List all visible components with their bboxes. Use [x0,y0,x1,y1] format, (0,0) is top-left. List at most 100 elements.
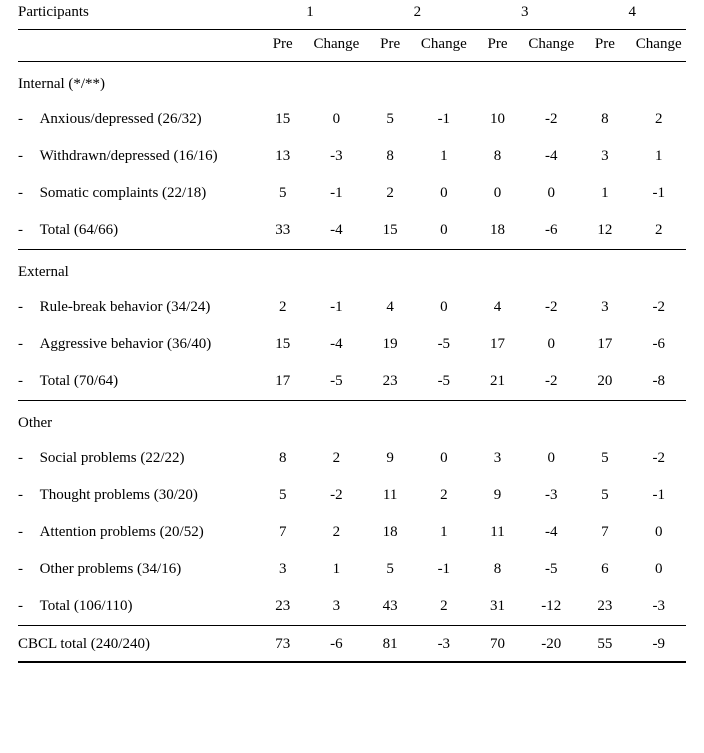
row-label: Thought problems (30/20) [40,477,257,514]
cell-value: 8 [578,101,631,138]
cell-value: 55 [578,626,631,662]
cell-value: 73 [256,626,309,662]
cell-value: 13 [256,138,309,175]
table-row: -Thought problems (30/20)5-21129-35-1 [18,477,686,514]
cell-value: 5 [578,477,631,514]
cell-value: -1 [631,477,686,514]
cell-value: -2 [524,363,578,400]
bullet-dash: - [18,326,40,363]
cell-value: -6 [631,326,686,363]
cell-value: 0 [524,326,578,363]
section-title-row: External [18,250,686,290]
cell-value: 21 [471,363,524,400]
sub-pre-1: Pre [256,30,309,62]
cell-value: 9 [364,440,417,477]
cell-value: 8 [471,551,524,588]
cell-value: 81 [364,626,417,662]
cell-value: 7 [578,514,631,551]
cell-value: 11 [364,477,417,514]
cell-value: 4 [364,289,417,326]
cell-value: 5 [256,175,309,212]
cell-value: 31 [471,588,524,625]
cell-value: 2 [417,588,471,625]
grand-total-row: CBCL total (240/240)73-681-370-2055-9 [18,626,686,662]
bullet-dash: - [18,514,40,551]
bullet-dash: - [18,175,40,212]
cell-value: -2 [631,289,686,326]
group-2-header: 2 [364,2,471,29]
cell-value: 23 [364,363,417,400]
cell-value: 9 [471,477,524,514]
rule-bottom [18,661,686,662]
table-row: -Other problems (34/16)315-18-560 [18,551,686,588]
cell-value: -2 [309,477,363,514]
cell-value: 2 [631,212,686,249]
cell-value: -1 [631,175,686,212]
sub-change-2: Change [417,30,471,62]
bullet-dash: - [18,477,40,514]
cell-value: 18 [471,212,524,249]
cell-value: 0 [631,514,686,551]
section-title-row: Other [18,401,686,441]
group-4-header: 4 [578,2,686,29]
cell-value: -5 [417,363,471,400]
cell-value: 8 [364,138,417,175]
cell-value: 12 [578,212,631,249]
cell-value: -4 [309,326,363,363]
row-label: Rule-break behavior (34/24) [40,289,257,326]
sub-change-1: Change [309,30,363,62]
cell-value: 2 [364,175,417,212]
cell-value: -2 [524,289,578,326]
cell-value: 2 [309,514,363,551]
header-row-sub: Pre Change Pre Change Pre Change Pre Cha… [18,30,686,62]
table-row: -Withdrawn/depressed (16/16)13-3818-431 [18,138,686,175]
cell-value: -20 [524,626,578,662]
cell-value: 0 [524,175,578,212]
section-title-row: Internal (*/**) [18,62,686,102]
table-row: -Aggressive behavior (36/40)15-419-51701… [18,326,686,363]
cell-value: 2 [309,440,363,477]
cell-value: 3 [309,588,363,625]
cell-value: 3 [578,289,631,326]
sub-change-4: Change [631,30,686,62]
table-row: -Anxious/depressed (26/32)1505-110-282 [18,101,686,138]
cell-value: 15 [256,101,309,138]
section-title: Other [18,401,686,441]
grand-total-label: CBCL total (240/240) [18,626,256,662]
cell-value: -5 [309,363,363,400]
bullet-dash: - [18,289,40,326]
sub-pre-2: Pre [364,30,417,62]
row-label: Other problems (34/16) [40,551,257,588]
cell-value: 20 [578,363,631,400]
row-label: Anxious/depressed (26/32) [40,101,257,138]
participants-header: Participants [18,2,256,29]
cell-value: -9 [631,626,686,662]
cell-value: -1 [309,175,363,212]
cell-value: 23 [578,588,631,625]
row-label: Total (106/110) [40,588,257,625]
cell-value: 4 [471,289,524,326]
cell-value: 15 [364,212,417,249]
cell-value: 2 [631,101,686,138]
cell-value: 0 [309,101,363,138]
row-label: Total (70/64) [40,363,257,400]
cell-value: -4 [309,212,363,249]
cell-value: -5 [417,326,471,363]
cell-value: 11 [471,514,524,551]
cell-value: 15 [256,326,309,363]
cell-value: -2 [524,101,578,138]
cell-value: 0 [417,440,471,477]
cell-value: 43 [364,588,417,625]
cell-value: 0 [524,440,578,477]
sub-change-3: Change [524,30,578,62]
table-row: -Total (70/64)17-523-521-220-8 [18,363,686,400]
cell-value: -3 [417,626,471,662]
cell-value: 3 [471,440,524,477]
cell-value: -2 [631,440,686,477]
cell-value: 23 [256,588,309,625]
cell-value: 1 [578,175,631,212]
table-row: -Rule-break behavior (34/24)2-1404-23-2 [18,289,686,326]
table-body: Internal (*/**)-Anxious/depressed (26/32… [18,62,686,663]
cell-value: -6 [309,626,363,662]
data-table: Participants 1 2 3 4 Pre Change Pre Chan… [18,2,686,663]
